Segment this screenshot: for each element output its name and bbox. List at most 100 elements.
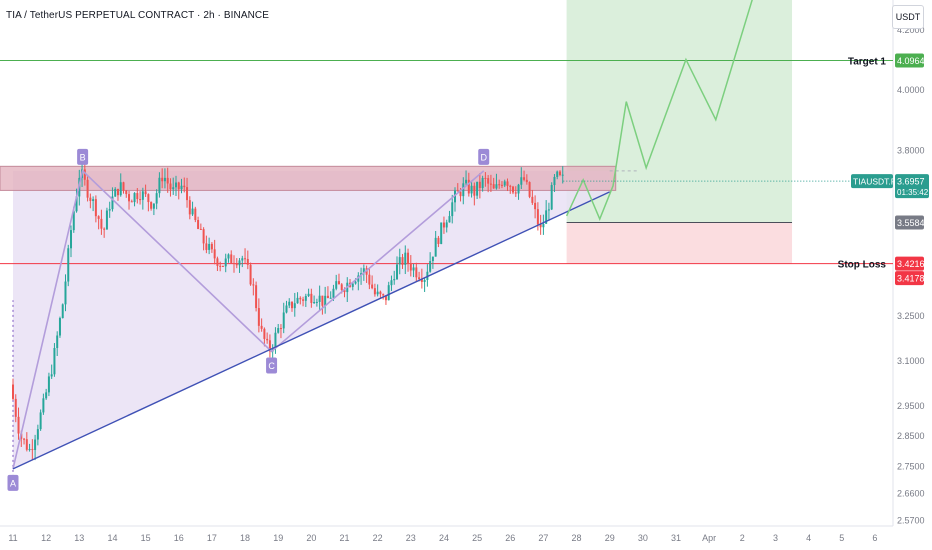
- candle-body: [539, 224, 542, 228]
- candle: [141, 187, 144, 210]
- candle-body: [291, 301, 294, 309]
- pattern-label-badge-b: [77, 148, 89, 165]
- candle: [202, 227, 205, 251]
- candle-body: [28, 449, 31, 451]
- candle: [561, 166, 564, 184]
- candle-body: [293, 303, 296, 309]
- candle-body: [553, 176, 556, 186]
- candle: [161, 168, 164, 189]
- candle: [274, 327, 277, 354]
- entry-tag-bg: [895, 215, 924, 230]
- candle: [58, 316, 61, 338]
- candle: [94, 195, 97, 223]
- candle: [150, 201, 153, 211]
- candle: [462, 177, 465, 205]
- candle: [299, 296, 302, 305]
- candle: [252, 278, 255, 296]
- candle: [75, 188, 78, 213]
- candle: [279, 324, 282, 339]
- candle: [407, 248, 410, 272]
- candle-body: [34, 439, 37, 451]
- time-axis-tick: 21: [339, 533, 349, 543]
- candle-body: [235, 263, 238, 266]
- candle-body: [329, 297, 332, 299]
- candle-body: [86, 179, 89, 198]
- price-axis-tick: 3.1000: [897, 356, 925, 366]
- candle: [53, 343, 56, 377]
- loss-zone: [566, 222, 793, 264]
- candle-body: [141, 191, 144, 200]
- candle: [445, 219, 448, 233]
- candle: [302, 296, 305, 307]
- candle-body: [161, 177, 164, 182]
- candle: [208, 237, 211, 255]
- candle-body: [489, 183, 492, 185]
- price-axis-tick: 3.2500: [897, 311, 925, 321]
- candle: [125, 189, 128, 198]
- candle: [177, 181, 180, 200]
- pattern-path: [12, 169, 485, 470]
- candle: [130, 199, 133, 203]
- candle: [415, 262, 418, 282]
- candle-body: [94, 199, 97, 217]
- candle: [47, 372, 50, 397]
- symbol-tag: TIAUSDT.P: [853, 177, 897, 187]
- candle-body: [219, 265, 222, 267]
- candle-body: [246, 258, 249, 265]
- candle-body: [407, 252, 410, 264]
- candle: [56, 331, 59, 356]
- candle: [249, 262, 252, 286]
- candle-body: [509, 185, 512, 187]
- time-axis-tick: 5: [839, 533, 844, 543]
- candle: [103, 227, 106, 238]
- candle: [147, 193, 150, 212]
- triangle-pattern-fill: [13, 170, 610, 469]
- candle-body: [53, 348, 56, 375]
- candle: [454, 187, 456, 212]
- candle: [244, 248, 247, 264]
- candle: [238, 258, 241, 273]
- time-axis-tick: 4: [806, 533, 811, 543]
- candle: [431, 256, 434, 269]
- price-axis-tick: 4.0000: [897, 85, 925, 95]
- candle: [230, 250, 233, 264]
- candle: [31, 439, 34, 461]
- candle-body: [525, 179, 528, 183]
- candle-body: [434, 237, 437, 257]
- candle-body: [61, 304, 64, 319]
- candle-body: [274, 332, 277, 349]
- candle: [484, 172, 487, 187]
- last-price-tag: 3.6957: [897, 177, 925, 187]
- candle-body: [321, 295, 324, 306]
- candle-body: [465, 179, 468, 184]
- candle-body: [279, 328, 282, 330]
- candle-body: [147, 194, 150, 203]
- candle-body: [409, 263, 412, 271]
- currency-button[interactable]: USDT: [892, 5, 924, 29]
- candle: [523, 170, 526, 182]
- candle: [255, 281, 258, 312]
- candle: [401, 253, 404, 269]
- candle-body: [373, 288, 376, 295]
- candle-body: [221, 265, 224, 267]
- candle-body: [495, 184, 498, 189]
- pattern-label-d: D: [480, 152, 487, 162]
- candle-body: [47, 376, 50, 393]
- candle-body: [561, 174, 564, 176]
- candle: [180, 178, 183, 194]
- level-tag-target-1: 4.0964: [897, 56, 925, 66]
- time-axis-tick: 12: [41, 533, 51, 543]
- candle: [398, 248, 401, 275]
- candle-body: [128, 194, 131, 202]
- entry-tag: 3.5584: [897, 218, 925, 228]
- candle: [465, 170, 468, 186]
- candle: [310, 288, 313, 308]
- candle: [440, 222, 443, 245]
- candle: [448, 210, 451, 223]
- candle-body: [440, 222, 443, 244]
- candle: [539, 214, 542, 235]
- candle-body: [343, 290, 346, 293]
- candle: [291, 301, 294, 312]
- pattern-label-badge-d: [478, 148, 490, 165]
